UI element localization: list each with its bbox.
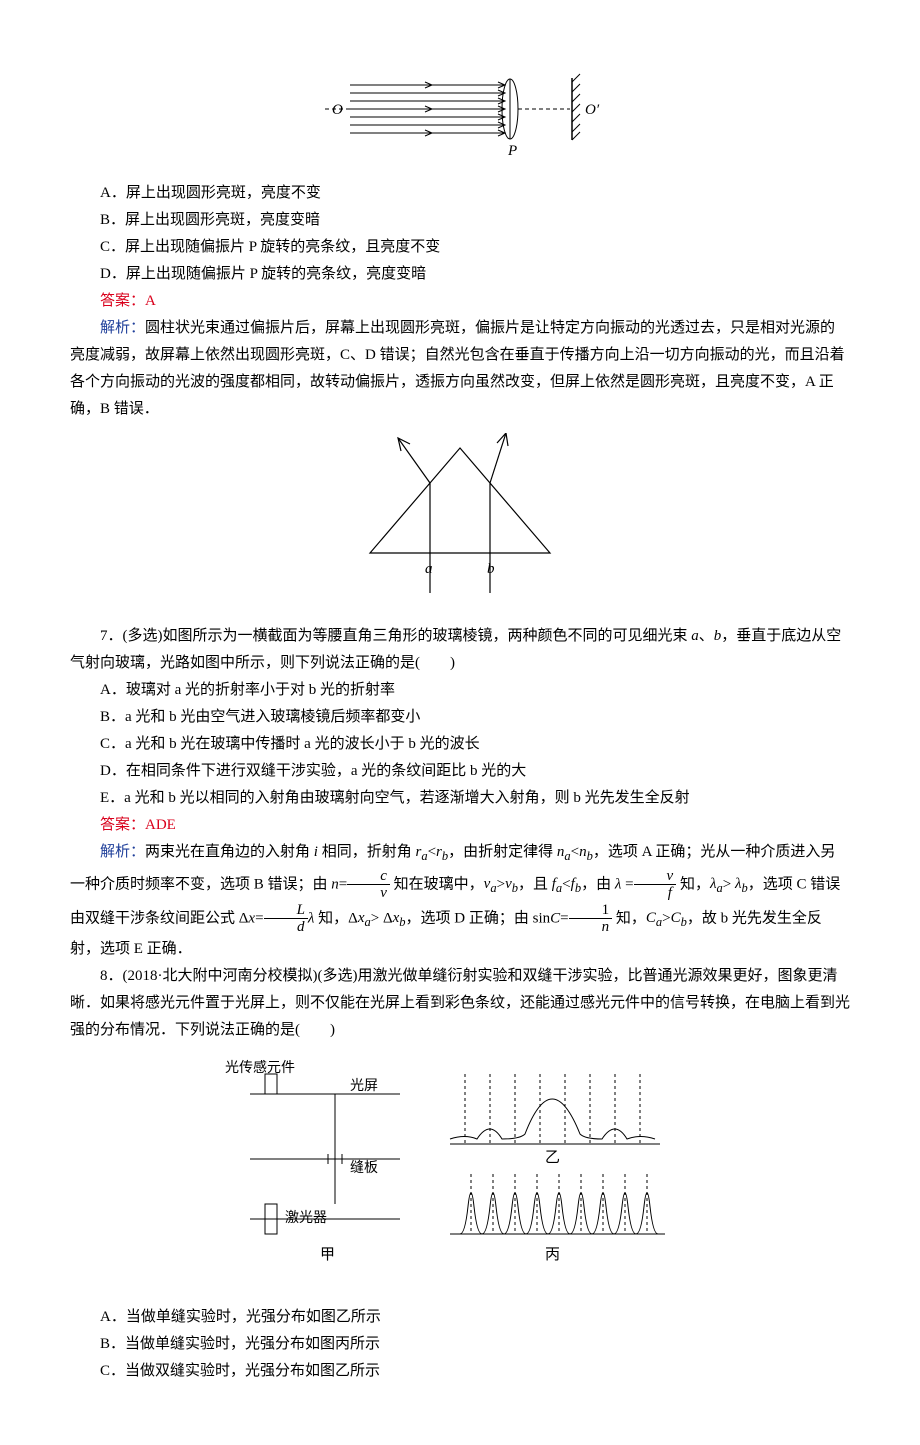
q7-stem: 7．(多选)如图所示为一横截面为等腰直角三角形的玻璃棱镜，两种颜色不同的可见细光… [70, 623, 850, 677]
q7-option-C: C．a 光和 b 光在玻璃中传播时 a 光的波长小于 b 光的波长 [70, 731, 850, 758]
q6-option-A: A．屏上出现圆形亮斑，亮度不变 [70, 180, 850, 207]
figure-laser-setup: 光传感元件 光屏 缝板 激光器 甲 乙 丙 [70, 1054, 850, 1294]
lbl-bing: 丙 [545, 1247, 560, 1263]
fig2-a: a [425, 561, 433, 577]
figure-prism: a b [70, 433, 850, 613]
answer-label-7: 答案： [100, 817, 145, 833]
answer-label: 答案： [100, 293, 145, 309]
frac-d: d [264, 919, 308, 936]
lbl-sensor: 光传感元件 [225, 1059, 295, 1076]
q7-answer: ADE [145, 817, 176, 833]
frac-L: L [264, 902, 308, 920]
frac-n: n [569, 919, 613, 936]
q8-option-B: B．当做单缝实验时，光强分布如图丙所示 [70, 1331, 850, 1358]
t12: 知， [612, 910, 646, 926]
q7-option-B: B．a 光和 b 光由空气进入玻璃棱镜后频率都变小 [70, 704, 850, 731]
t6: ，且 [518, 876, 552, 892]
q7-option-A: A．玻璃对 a 光的折射率小于对 b 光的折射率 [70, 677, 850, 704]
q7-explain: 解析：两束光在直角边的入射角 i 相同，折射角 ra<rb，由折射定律得 na<… [70, 839, 850, 963]
lbl-screen: 光屏 [350, 1078, 378, 1094]
t5: 知在玻璃中， [390, 876, 484, 892]
fig3-svg: 光传感元件 光屏 缝板 激光器 甲 乙 丙 [220, 1054, 700, 1284]
q7-option-D: D．在相同条件下进行双缝干涉实验，a 光的条纹间距比 b 光的大 [70, 758, 850, 785]
lbl-yi: 乙 [545, 1150, 560, 1166]
q8-option-C: C．当做双缝实验时，光强分布如图乙所示 [70, 1358, 850, 1385]
t7: ，由 [581, 876, 615, 892]
q7-answer-line: 答案：ADE [70, 812, 850, 839]
frac-1: 1 [569, 902, 613, 920]
q6-explain: 解析：圆柱状光束通过偏振片后，屏幕上出现圆形亮斑，偏振片是让特定方向振动的光透过… [70, 315, 850, 423]
lbl-slit: 缝板 [350, 1160, 378, 1176]
t2: 相同，折射角 [318, 844, 416, 860]
frac-v: v [347, 885, 390, 902]
q6-answer-line: 答案：A [70, 288, 850, 315]
fig1-P: P [507, 143, 517, 159]
q7-stem-pre: 7．(多选)如图所示为一横截面为等腰直角三角形的玻璃棱镜，两种颜色不同的可见细光… [100, 628, 691, 644]
t11: ，选项 D 正确；由 sin [406, 910, 551, 926]
fig1-O: O [332, 102, 343, 118]
explain-label-7: 解析： [100, 844, 145, 860]
fig2-svg: a b [350, 433, 570, 603]
t8: 知， [676, 876, 710, 892]
explain-label: 解析： [100, 320, 145, 336]
q6-option-B: B．屏上出现圆形亮斑，亮度变暗 [70, 207, 850, 234]
q6-option-C: C．屏上出现随偏振片 P 旋转的亮条纹，且亮度不变 [70, 234, 850, 261]
t1: 两束光在直角边的入射角 [145, 844, 314, 860]
t10: 知， [314, 910, 348, 926]
frac-v2: v [634, 868, 677, 886]
fig1-svg: O O′ P [310, 70, 610, 160]
figure-polarizer: O O′ P [70, 70, 850, 170]
q6-answer: A [145, 293, 156, 309]
frac-c: c [347, 868, 390, 886]
fig1-Oprime: O′ [585, 102, 600, 118]
frac-f: f [634, 885, 677, 902]
q8-option-A: A．当做单缝实验时，光强分布如图乙所示 [70, 1304, 850, 1331]
fig2-b: b [487, 561, 495, 577]
t3: ，由折射定律得 [448, 844, 557, 860]
lbl-laser: 激光器 [285, 1209, 327, 1226]
q8-stem: 8．(2018·北大附中河南分校模拟)(多选)用激光做单缝衍射实验和双缝干涉实验… [70, 963, 850, 1044]
lbl-jia: 甲 [320, 1247, 335, 1263]
q7-option-E: E．a 光和 b 光以相同的入射角由玻璃射向空气，若逐渐增大入射角，则 b 光先… [70, 785, 850, 812]
q6-option-D: D．屏上出现随偏振片 P 旋转的亮条纹，亮度变暗 [70, 261, 850, 288]
q6-explain-text: 圆柱状光束通过偏振片后，屏幕上出现圆形亮斑，偏振片是让特定方向振动的光透过去，只… [70, 320, 845, 417]
